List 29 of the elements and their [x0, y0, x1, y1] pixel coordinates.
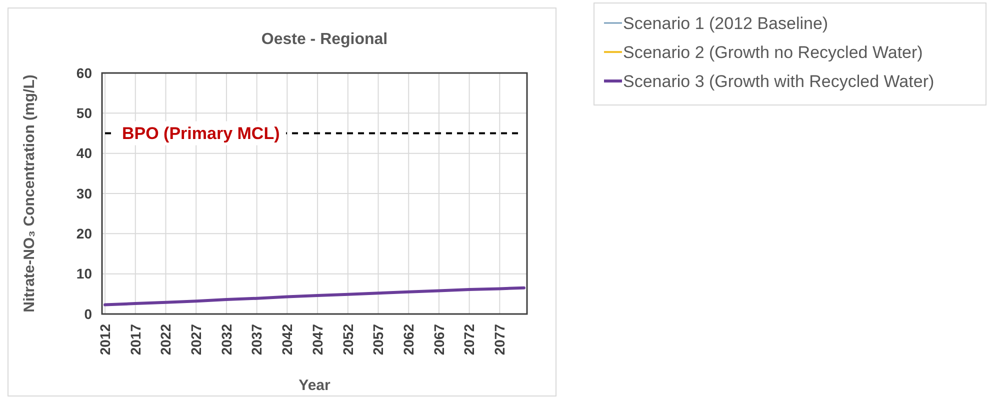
y-tick-label: 30	[76, 185, 92, 202]
x-axis-title: Year	[298, 377, 331, 394]
x-tick-label: 2017	[127, 324, 144, 356]
y-tick-label: 60	[76, 64, 92, 81]
legend-label: Scenario 1 (2012 Baseline)	[623, 14, 828, 33]
y-tick-label: 50	[76, 105, 92, 122]
x-tick-label: 2047	[309, 324, 326, 356]
x-tick-label: 2062	[400, 324, 417, 356]
x-tick-label: 2042	[279, 324, 296, 356]
x-tick-label: 2032	[218, 324, 234, 356]
x-tick-label: 2067	[430, 324, 447, 356]
x-tick-label: 2057	[370, 324, 386, 356]
line-series	[104, 286, 526, 306]
legend-label: Scenario 3 (Growth with Recycled Water)	[623, 72, 934, 91]
x-tick-label: 2072	[461, 324, 478, 356]
x-tick-label: 2022	[158, 324, 174, 356]
legend-label: Scenario 2 (Growth no Recycled Water)	[623, 42, 923, 62]
y-tick-label: 0	[84, 306, 92, 322]
x-tick-label: 2012	[96, 324, 113, 356]
x-tick-label: 2052	[340, 324, 356, 356]
x-tick-label: 2027	[188, 324, 204, 356]
y-axis-title: Nitrate-NO₃ Concentration (mg/L)	[21, 74, 38, 312]
y-tick-label: 20	[76, 226, 92, 242]
x-tick-label: 2077	[492, 324, 508, 356]
chart-title: Oeste - Regional	[261, 31, 388, 48]
y-tick-label: 10	[76, 266, 92, 282]
ref-line-label: BPO (Primary MCL)	[122, 124, 280, 144]
y-tick-label: 40	[76, 145, 92, 162]
x-tick-label: 2037	[248, 324, 265, 356]
